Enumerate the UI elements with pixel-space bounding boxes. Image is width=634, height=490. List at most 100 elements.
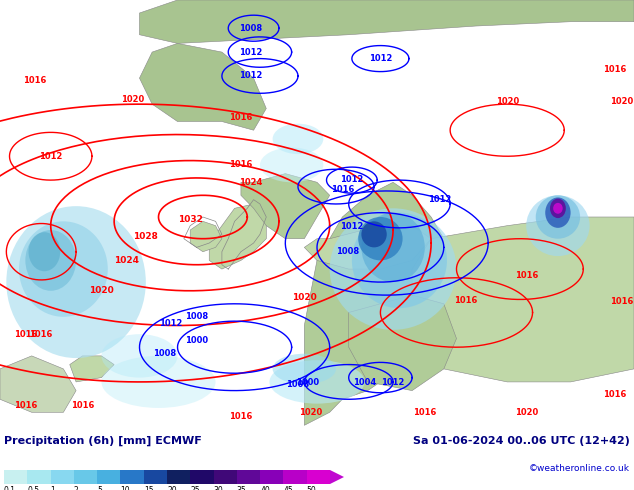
Text: 1008: 1008 [239,24,262,33]
Text: 1016: 1016 [14,401,37,410]
Text: 1016: 1016 [230,412,252,421]
Bar [97,470,120,484]
Bar [214,470,237,484]
Ellipse shape [260,147,323,182]
Text: 1000: 1000 [185,336,208,345]
Text: 10: 10 [120,486,130,490]
Text: 1012: 1012 [340,221,363,231]
Text: 1012: 1012 [428,195,451,204]
Text: 5: 5 [97,486,102,490]
Text: Sa 01-06-2024 00..06 UTC (12+42): Sa 01-06-2024 00..06 UTC (12+42) [413,436,630,446]
Polygon shape [330,470,344,484]
Polygon shape [209,204,266,269]
Polygon shape [349,295,456,391]
Text: 1008: 1008 [153,349,176,358]
Polygon shape [412,217,634,382]
Ellipse shape [545,197,571,228]
Bar [27,470,51,484]
Text: 1024: 1024 [239,178,262,187]
Bar [144,470,167,484]
Ellipse shape [361,221,387,247]
Text: 1020: 1020 [292,293,317,302]
Ellipse shape [273,354,336,384]
Text: 1004: 1004 [353,378,376,387]
Text: 40: 40 [260,486,270,490]
Ellipse shape [269,360,365,404]
Polygon shape [241,173,330,239]
Text: 1016: 1016 [230,113,252,122]
Text: 1016: 1016 [455,296,477,305]
Text: 1016: 1016 [230,160,252,170]
Text: ©weatheronline.co.uk: ©weatheronline.co.uk [529,464,630,473]
Ellipse shape [550,198,566,218]
Text: 1008: 1008 [287,380,309,389]
Polygon shape [0,356,76,412]
Text: 1016: 1016 [30,330,53,339]
Polygon shape [70,356,114,382]
Text: 1016: 1016 [14,330,37,339]
Text: 20: 20 [167,486,177,490]
Text: 1020: 1020 [122,96,145,104]
Ellipse shape [19,221,108,317]
Polygon shape [139,0,634,44]
Text: 1012: 1012 [160,319,183,328]
Ellipse shape [25,230,76,291]
Text: 2: 2 [74,486,79,490]
Text: 30: 30 [214,486,223,490]
Text: 1020: 1020 [299,408,322,417]
Text: 0.1: 0.1 [4,486,16,490]
Text: 1012: 1012 [340,175,363,184]
Text: 1: 1 [51,486,55,490]
Ellipse shape [101,356,216,408]
Bar [51,470,74,484]
Text: 1016: 1016 [515,271,538,280]
Ellipse shape [358,217,403,260]
Bar [4,470,27,484]
Ellipse shape [553,203,563,214]
Ellipse shape [6,206,146,358]
Text: 1012: 1012 [369,54,392,63]
Text: 1020: 1020 [89,286,114,295]
Text: 1000: 1000 [296,378,319,387]
Text: 1016: 1016 [331,185,354,194]
Text: 50: 50 [307,486,316,490]
Text: 1008: 1008 [336,247,359,256]
Polygon shape [139,44,266,130]
Text: 1028: 1028 [133,232,158,241]
Text: 1020: 1020 [496,97,519,106]
Text: 1016: 1016 [604,391,626,399]
Bar [307,470,330,484]
Text: 1024: 1024 [114,256,139,265]
Text: 35: 35 [237,486,247,490]
Polygon shape [304,226,431,269]
Ellipse shape [526,196,590,256]
Text: 1016: 1016 [413,408,436,417]
Bar [120,470,144,484]
Text: Precipitation (6h) [mm] ECMWF: Precipitation (6h) [mm] ECMWF [4,436,202,446]
Bar [237,470,260,484]
Text: 25: 25 [190,486,200,490]
Bar [190,470,214,484]
Text: 1012: 1012 [382,378,404,387]
Text: 45: 45 [283,486,293,490]
Bar [167,470,190,484]
Ellipse shape [330,208,456,330]
Text: 1032: 1032 [178,215,203,223]
Bar [260,470,283,484]
Text: 1016: 1016 [23,76,46,85]
Ellipse shape [352,213,447,308]
Ellipse shape [361,213,425,282]
Polygon shape [190,221,222,252]
Text: 1020: 1020 [515,408,538,417]
Text: 1020: 1020 [610,98,633,106]
Ellipse shape [273,123,323,154]
Ellipse shape [29,232,60,271]
Bar [74,470,97,484]
Text: 1016: 1016 [610,297,633,306]
Bar [283,470,307,484]
Text: 1012: 1012 [239,48,262,56]
Text: 1012: 1012 [239,72,262,80]
Text: 1016: 1016 [604,65,626,74]
Polygon shape [304,182,456,425]
Text: 15: 15 [144,486,153,490]
